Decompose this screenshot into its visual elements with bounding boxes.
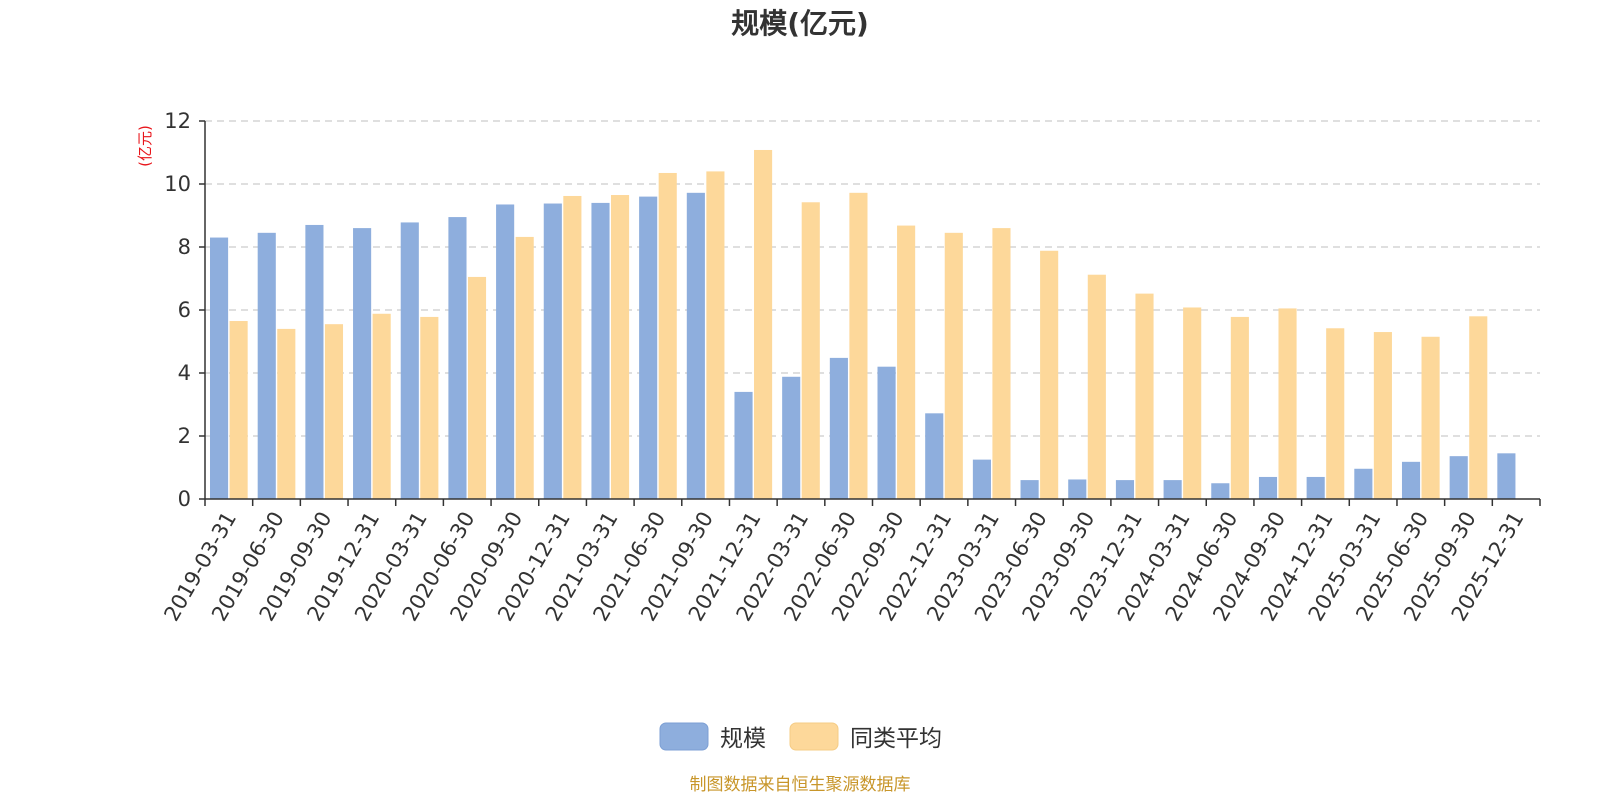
bar-peer-avg — [1278, 308, 1297, 499]
bar-scale — [305, 224, 324, 499]
bar-scale — [1258, 476, 1278, 499]
bars — [210, 149, 1516, 500]
bar-peer-avg — [610, 195, 630, 499]
y-tick-labels: 0 2 4 6 8 10 12 — [164, 109, 191, 511]
bar-scale — [1449, 456, 1468, 499]
bar-scale — [353, 228, 372, 499]
bar-peer-avg — [1183, 307, 1202, 499]
bar-scale — [1020, 480, 1039, 499]
bar-peer-avg — [1135, 293, 1154, 499]
y-tick-label: 6 — [178, 298, 191, 322]
bar-scale — [448, 217, 467, 499]
bar-scale — [829, 357, 848, 499]
bar-scale — [1401, 461, 1421, 499]
bar-peer-avg — [515, 236, 534, 500]
bar-scale — [1306, 476, 1325, 499]
y-tick-label: 4 — [178, 361, 191, 385]
bar-scale — [496, 204, 515, 499]
bar-peer-avg — [1326, 328, 1345, 499]
source-note: 制图数据来自恒生聚源数据库 — [690, 775, 911, 795]
bar-scale — [591, 202, 610, 499]
bar-peer-avg — [467, 276, 487, 499]
bar-peer-avg — [1373, 332, 1392, 499]
bar-peer-avg — [324, 324, 344, 499]
bar-scale — [1497, 453, 1516, 499]
y-tick-label: 8 — [178, 235, 191, 259]
legend-label-scale: 规模 — [720, 726, 766, 752]
bar-peer-avg — [420, 316, 439, 499]
chart-title: 规模(亿元) — [731, 7, 869, 40]
bar-peer-avg — [229, 321, 248, 499]
bar-scale — [257, 232, 276, 499]
y-tick-label: 10 — [164, 172, 191, 196]
bar-scale — [400, 222, 419, 499]
bar-scale — [1163, 480, 1182, 499]
bar-scale — [972, 459, 991, 499]
x-tick-labels: 2019-03-312019-06-302019-09-302019-12-31… — [159, 508, 1528, 626]
bar-peer-avg — [372, 313, 391, 499]
bar-peer-avg — [897, 225, 916, 499]
bar-scale — [782, 376, 801, 499]
bar-scale — [686, 192, 705, 499]
axes — [199, 120, 1541, 506]
bar-peer-avg — [801, 202, 820, 499]
bar-peer-avg — [754, 149, 773, 500]
y-tick-label: 0 — [178, 487, 191, 511]
bar-peer-avg — [563, 195, 582, 499]
bar-peer-avg — [1469, 316, 1488, 499]
bar-peer-avg — [658, 172, 677, 499]
bar-scale — [1115, 480, 1135, 499]
bar-scale — [877, 366, 896, 499]
bar-peer-avg — [706, 171, 725, 499]
bar-scale — [1068, 479, 1087, 499]
bar-peer-avg — [1421, 336, 1440, 499]
legend: 规模 同类平均 — [659, 722, 942, 752]
legend-swatch-peer-avg — [789, 722, 839, 751]
legend-label-peer-avg: 同类平均 — [850, 726, 942, 752]
bar-peer-avg — [944, 232, 963, 499]
bar-peer-avg — [1087, 274, 1106, 499]
bar-scale — [925, 413, 944, 499]
bar-scale — [639, 196, 658, 499]
bar-scale — [1211, 483, 1230, 499]
bar-peer-avg — [277, 328, 296, 499]
y-tick-label: 2 — [178, 424, 191, 448]
y-axis-unit-label: (亿元) — [136, 125, 154, 167]
bar-scale — [1354, 468, 1373, 499]
bar-peer-avg — [992, 228, 1011, 499]
bar-peer-avg — [1040, 250, 1059, 499]
bar-scale — [543, 203, 562, 499]
bar-scale — [734, 391, 753, 499]
bar-scale — [210, 237, 229, 500]
bar-peer-avg — [1230, 316, 1249, 499]
y-tick-label: 12 — [164, 109, 191, 133]
legend-swatch-scale — [659, 722, 709, 751]
bar-peer-avg — [849, 192, 868, 499]
